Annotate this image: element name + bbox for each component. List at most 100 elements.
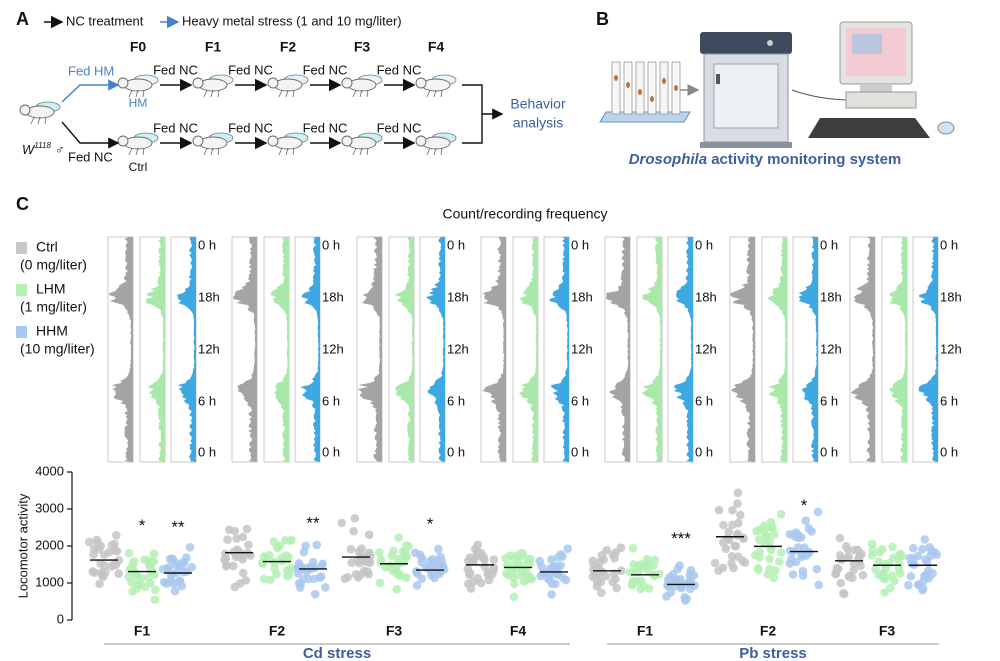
legend-name: HHM [36,323,68,339]
fly-head [117,135,129,147]
dot [364,530,374,540]
dot [413,569,422,578]
time-label: 0 h [322,444,340,459]
dot [765,554,774,564]
dot [740,558,750,567]
dot [616,543,626,552]
fly-icon [267,132,309,156]
fly-head [415,135,427,147]
dot [376,555,386,564]
fly-head [415,77,427,89]
fly-dot [614,75,618,81]
fly-leg [433,89,437,98]
fly-leg [30,116,35,125]
actogram-trace [109,237,133,462]
actogram-trace [730,237,755,462]
legend-name: Ctrl [36,239,58,255]
fly-body [421,136,451,150]
fly-head [192,135,204,147]
dot [727,558,736,568]
arrow-label: Fed NC [153,62,198,77]
dot [835,533,845,543]
dot [630,578,640,587]
fly-icon [415,74,457,98]
significance: * [427,515,434,534]
dot [771,566,780,575]
dot [363,567,372,576]
dot [663,575,673,585]
dot [436,552,445,561]
time-label: 12h [198,341,220,356]
dot [489,555,499,565]
dot [918,577,928,586]
fly-icon [19,101,61,125]
tube [659,61,669,115]
dot [813,507,823,517]
dot [465,553,475,562]
y-tick-label: 1000 [35,574,64,589]
dot [904,580,913,590]
dot [151,585,160,595]
dot [728,505,737,515]
dot [238,568,248,578]
dot [888,542,897,552]
dot [526,554,535,564]
fly-leg [278,89,283,98]
fly-icon [192,132,234,156]
fly-dot [674,85,678,91]
dot [644,584,654,593]
sex: ♂ [55,142,65,157]
fly-head [341,135,353,147]
time-label: 0 h [322,237,340,252]
y-tick-label: 4000 [35,463,64,478]
dot [754,565,763,575]
dot [710,558,720,568]
dot [791,557,801,567]
arrow-label: Fed NC [303,62,348,77]
arrow-label: Fed NC [377,120,422,135]
dot [788,570,798,579]
dot [763,570,772,579]
fly-leg [44,116,47,125]
dot [112,546,122,556]
fly-leg [128,147,133,156]
dot [750,550,760,560]
dot [264,550,274,560]
fly-leg [440,89,443,98]
actogram-title: Count/recording frequency [443,206,608,222]
dot [310,589,320,599]
time-label: 6 h [447,393,465,408]
dot [88,567,98,576]
dot [714,505,724,515]
fly-leg [37,116,41,125]
fly-leg [203,147,208,156]
fly-leg [278,147,283,156]
cable [791,89,853,101]
panel-label: C [16,194,29,214]
dot [841,541,851,551]
fly-label: HM [129,96,148,110]
fly-leg [426,147,431,156]
fly-head [267,135,279,147]
dot [346,544,356,554]
dot [775,557,784,566]
generation: F2 [280,39,297,55]
legend-sub: (10 mg/liter) [20,341,95,357]
dot [127,578,136,587]
dot [84,537,94,547]
dot [844,571,854,581]
time-label: 18h [322,289,344,304]
time-label: 0 h [571,237,589,252]
dot [425,556,435,566]
dot [230,582,240,592]
legend-text: Heavy metal stress (1 and 10 mg/liter) [182,13,402,28]
dot [836,578,846,588]
dot [337,518,347,528]
dot [429,569,438,578]
fly-body [347,78,377,92]
dot [483,567,493,577]
dot [275,541,285,550]
time-label: 18h [695,289,717,304]
dot [124,548,134,558]
dot [316,572,326,581]
